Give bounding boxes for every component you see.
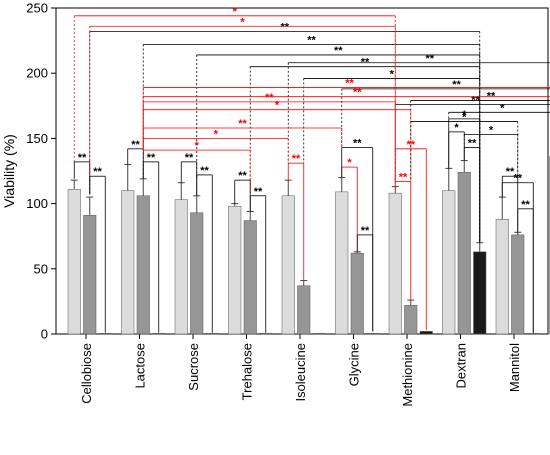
significance-label: ** [521, 199, 530, 211]
bar [175, 200, 188, 334]
significance-label: ** [265, 92, 274, 104]
bar [282, 196, 295, 334]
significance-label: ** [78, 152, 87, 164]
significance-label: ** [361, 225, 370, 237]
bar [367, 333, 380, 334]
significance-label: ** [468, 138, 477, 150]
significance-label: ** [353, 138, 362, 150]
y-tick-label: 200 [26, 66, 48, 81]
y-tick-label: 100 [26, 196, 48, 211]
significance-label: ** [131, 139, 140, 151]
bar [68, 189, 81, 334]
bar [137, 196, 150, 334]
bar [153, 333, 166, 334]
significance-label: ** [93, 166, 102, 178]
significance-label: * [500, 102, 505, 114]
x-tick-label: Methionine [400, 343, 415, 407]
significance-label: ** [254, 186, 263, 198]
bar [474, 252, 487, 334]
bar [206, 333, 219, 334]
significance-label: ** [238, 170, 247, 182]
significance-label: * [195, 140, 200, 152]
significance-label: ** [452, 79, 461, 91]
bar [84, 215, 97, 334]
bar [496, 219, 509, 334]
bar [298, 286, 311, 334]
bar [229, 206, 242, 334]
y-tick-label: 150 [26, 131, 48, 146]
bar [443, 191, 456, 334]
significance-label: * [454, 122, 459, 134]
x-tick-label: Mannitol [507, 343, 522, 392]
significance-label: ** [280, 21, 289, 33]
x-tick-label: Isoleucine [293, 343, 308, 402]
significance-label: * [240, 16, 245, 28]
significance-label: ** [238, 118, 247, 130]
x-tick-label: Cellobiose [79, 343, 94, 404]
significance-label: * [390, 68, 395, 80]
significance-label: * [489, 124, 494, 136]
significance-label: * [233, 6, 238, 18]
bar [527, 333, 540, 334]
y-tick-label: 250 [26, 1, 48, 16]
significance-label: ** [353, 87, 362, 99]
bar [420, 331, 433, 334]
bar [99, 333, 112, 334]
bar [351, 253, 364, 334]
bar [389, 193, 402, 334]
bar [458, 172, 471, 334]
bar [244, 221, 257, 334]
significance-label: ** [292, 153, 301, 165]
significance-label: ** [147, 152, 156, 164]
significance-label: ** [334, 45, 343, 57]
significance-label: * [275, 100, 280, 112]
bar [191, 213, 204, 334]
significance-label: ** [200, 165, 209, 177]
bar [512, 235, 525, 334]
significance-label: * [462, 111, 467, 123]
x-tick-label: Glycine [347, 343, 362, 386]
bar [336, 192, 349, 334]
x-tick-label: Lactose [133, 343, 148, 389]
significance-label: ** [307, 35, 316, 47]
x-tick-label: Dextran [454, 343, 469, 389]
bar [405, 305, 418, 334]
y-tick-label: 50 [34, 261, 48, 276]
significance-label: * [214, 128, 219, 140]
bar [260, 333, 273, 334]
significance-label: * [347, 157, 352, 169]
significance-label: ** [425, 53, 434, 65]
significance-label: ** [399, 171, 408, 183]
significance-label: ** [185, 152, 194, 164]
y-axis-label: Viability (%) [1, 134, 17, 208]
x-tick-label: Trehalose [240, 343, 255, 400]
x-tick-label: Sucrose [186, 343, 201, 391]
bar [122, 191, 135, 334]
bar [313, 333, 326, 334]
y-tick-label: 0 [41, 327, 48, 342]
